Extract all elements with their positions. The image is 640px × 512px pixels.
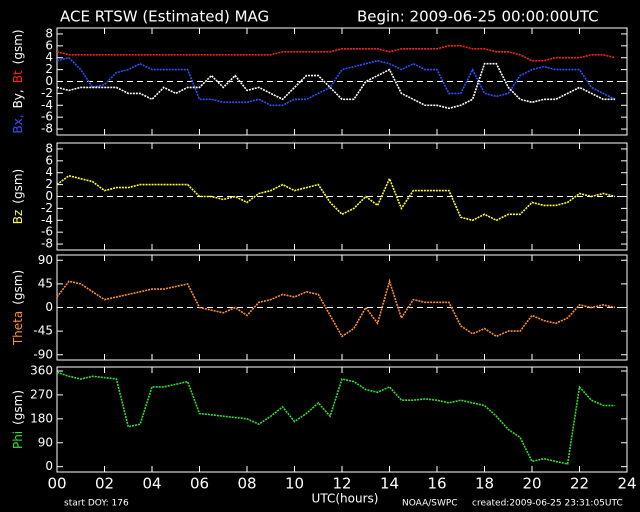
y-label-part: Bz <box>11 210 25 225</box>
y-tick-label: -2 <box>41 201 53 215</box>
y-tick-label: 6 <box>45 153 53 167</box>
x-tick-label: 06 <box>190 475 209 493</box>
y-tick-label: -2 <box>41 86 53 100</box>
y-tick-label: -4 <box>41 213 53 227</box>
y-label-part: (gsm) <box>11 390 25 425</box>
data-line <box>56 62 616 110</box>
x-tick-label: 10 <box>285 475 304 493</box>
y-tick-label: 180 <box>30 411 53 425</box>
start-doy: start DOY: 176 <box>64 499 129 509</box>
y-tick-label: 2 <box>45 62 53 76</box>
x-axis-label: UTC(hours) <box>312 492 379 506</box>
data-line <box>56 371 616 465</box>
y-tick-label: 360 <box>30 363 53 377</box>
y-tick-label: 8 <box>45 141 53 155</box>
x-tick-label: 18 <box>475 475 494 493</box>
created: created:2009-06-25 23:31:05UTC <box>472 499 623 509</box>
y-label-part: (gsm) <box>11 270 25 305</box>
y-label-part: Theta <box>11 311 25 346</box>
data-line <box>56 56 616 107</box>
x-tick-label: 20 <box>522 475 541 493</box>
y-tick-label: -8 <box>41 122 53 136</box>
data-line <box>56 45 616 62</box>
y-tick-label: -8 <box>41 237 53 251</box>
y-tick-label: 2 <box>45 177 53 191</box>
y-tick-label: -6 <box>41 110 53 124</box>
y-tick-label: -6 <box>41 225 53 239</box>
y-tick-label: -4 <box>41 98 53 112</box>
y-label-part: Bx, <box>11 114 25 133</box>
y-axis-label: Bx, By, Bt (gsm) <box>11 29 25 133</box>
begin-time: Begin: 2009-06-25 00:00:00UTC <box>357 8 599 26</box>
x-tick-label: 12 <box>332 475 351 493</box>
y-label-part: (gsm) <box>11 29 25 64</box>
y-tick-label: -90 <box>33 347 53 361</box>
y-tick-label: 90 <box>38 253 53 267</box>
y-label-part: Bt <box>11 70 25 83</box>
y-tick-label: 6 <box>45 38 53 52</box>
y-tick-label: 8 <box>45 26 53 40</box>
y-tick-label: 90 <box>38 435 53 449</box>
source: NOAA/SWPC <box>402 499 458 509</box>
x-tick-label: 00 <box>47 475 66 493</box>
y-tick-label: 0 <box>45 300 53 314</box>
x-tick-label: 16 <box>427 475 446 493</box>
x-tick-label: 14 <box>380 475 399 493</box>
data-line <box>56 174 616 222</box>
y-tick-label: 0 <box>45 459 53 473</box>
y-tick-label: 4 <box>45 50 53 64</box>
x-tick-label: 24 <box>617 475 636 493</box>
y-label-part: (gsm) <box>11 169 25 204</box>
y-label-part: Phi <box>11 431 25 449</box>
x-tick-label: 04 <box>142 475 161 493</box>
y-tick-label: 0 <box>45 74 53 88</box>
y-tick-label: -45 <box>33 324 53 338</box>
y-label-part: By, <box>11 89 25 108</box>
x-tick-label: 02 <box>95 475 114 493</box>
y-tick-label: 0 <box>45 189 53 203</box>
chart-title: ACE RTSW (Estimated) MAG <box>60 8 269 26</box>
y-axis-label: Phi (gsm) <box>11 390 25 449</box>
y-axis-label: Theta (gsm) <box>11 270 25 346</box>
y-tick-label: 45 <box>38 276 53 290</box>
y-axis-label: Bz (gsm) <box>11 169 25 224</box>
plot-frame <box>56 366 628 473</box>
x-tick-label: 22 <box>570 475 589 493</box>
x-tick-label: 08 <box>237 475 256 493</box>
data-line <box>56 278 616 338</box>
y-tick-label: 4 <box>45 165 53 179</box>
y-tick-label: 270 <box>30 387 53 401</box>
